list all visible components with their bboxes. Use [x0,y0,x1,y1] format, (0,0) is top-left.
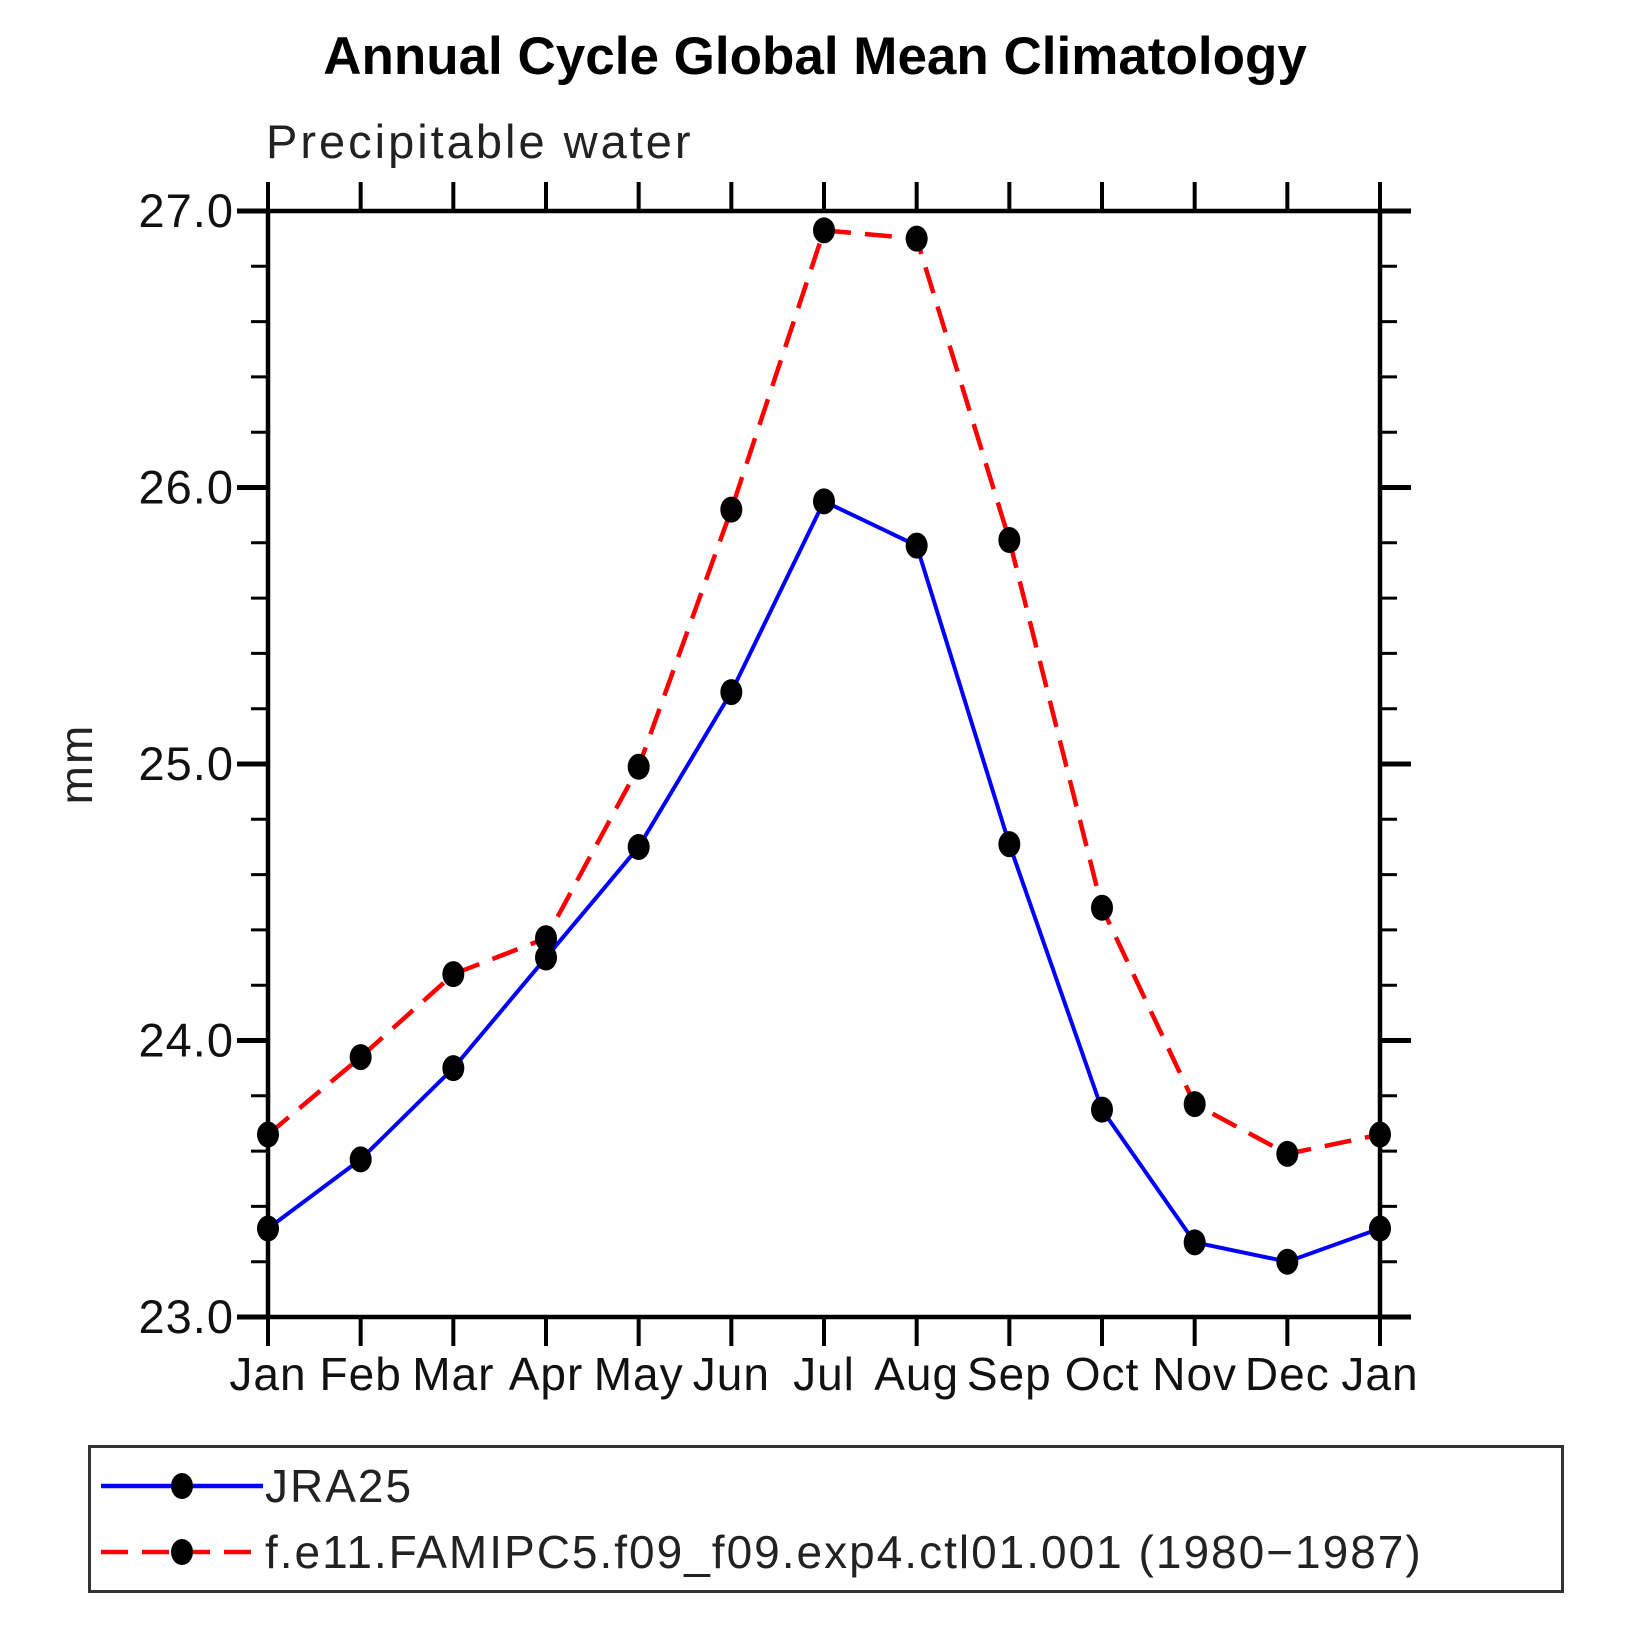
data-point-marker [1369,1121,1391,1148]
legend-label: f.e11.FAMIPC5.f09_f09.exp4.ctl01.001 (19… [265,1526,1423,1578]
series-line-1 [266,227,1381,1157]
data-point-marker [720,496,743,523]
data-point-marker [998,831,1021,858]
series-line-0 [266,498,1381,1264]
data-point-marker [1091,894,1113,921]
legend: JRA25 f.e11.FAMIPC5.f09_f09.exp4.ctl01.0… [88,1445,1564,1593]
data-point-marker [257,1121,279,1148]
x-tick-label: Apr [509,1348,584,1400]
data-point-marker [1369,1215,1391,1242]
x-tick-label: Aug [874,1348,959,1400]
data-point-marker [349,1146,372,1173]
chart-subtitle: Precipitable water [266,115,694,168]
data-point-marker [1183,1091,1206,1118]
legend-sample-line-icon [101,1539,263,1565]
data-point-marker [1183,1229,1206,1256]
x-tick-label: Jan [229,1348,306,1400]
legend-row: JRA25 [99,1453,413,1519]
data-point-marker [535,944,557,971]
y-tick-label: 27.0 [139,184,234,237]
data-point-marker [1276,1140,1299,1167]
x-tick-label: May [594,1348,684,1400]
legend-row: f.e11.FAMIPC5.f09_f09.exp4.ctl01.001 (19… [99,1519,1423,1585]
data-point-marker [720,679,743,706]
data-point-marker [813,217,835,244]
x-tick-label: Dec [1245,1348,1330,1400]
y-tick-label: 24.0 [139,1014,234,1067]
data-point-marker [1091,1096,1113,1123]
data-point-marker [535,925,557,952]
data-point-marker [627,753,650,780]
y-tick-label: 25.0 [139,737,234,790]
data-point-marker [905,532,928,559]
data-point-marker [905,225,928,252]
data-point-marker [442,1055,465,1082]
legend-sample-line-icon [101,1473,263,1499]
chart-title: Annual Cycle Global Mean Climatology [323,27,1307,86]
x-tick-label: Jan [1341,1348,1418,1400]
y-tick-label: 23.0 [139,1290,234,1343]
data-point-marker [813,488,835,515]
x-tick-label: Jul [793,1348,855,1400]
y-tick-label: 26.0 [139,461,234,514]
x-tick-label: Feb [320,1348,402,1400]
x-tick-label: Nov [1152,1348,1237,1400]
x-tick-label: Sep [967,1348,1052,1400]
x-tick-label: Jun [693,1348,770,1400]
legend-label: JRA25 [265,1460,414,1512]
data-point-marker [442,961,465,988]
x-tick-label: Mar [412,1348,494,1400]
data-point-marker [257,1215,279,1242]
data-point-marker [998,527,1021,554]
plot-frame [265,208,1383,1320]
x-tick-label: Oct [1065,1348,1140,1400]
data-point-marker [349,1044,372,1071]
data-point-marker [627,833,650,860]
data-point-marker [1276,1248,1299,1275]
